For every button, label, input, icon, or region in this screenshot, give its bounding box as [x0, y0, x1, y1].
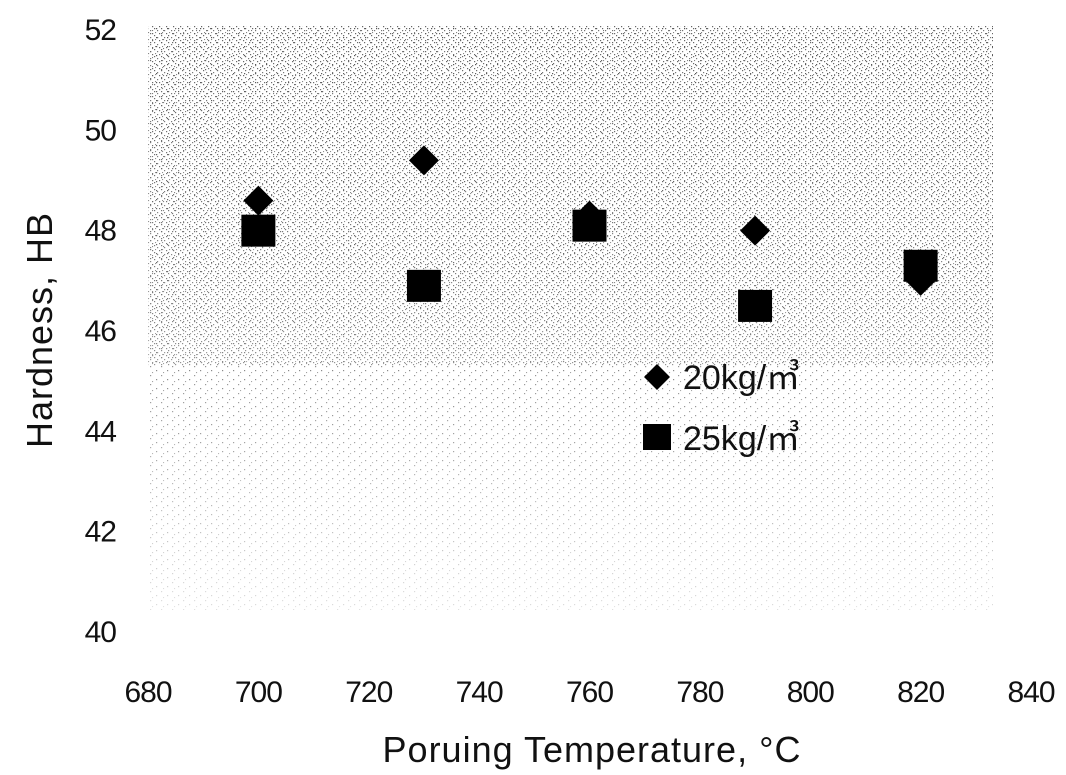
x-tick-label: 740 — [456, 676, 503, 709]
square-point — [903, 249, 938, 282]
y-tick-label: 46 — [85, 315, 117, 348]
x-tick-label: 720 — [345, 676, 392, 709]
y-axis-title: Hardness, HB — [19, 212, 60, 448]
x-axis-tick-labels: 680 700 720 740 760 780 800 820 840 — [124, 676, 1055, 709]
y-tick-label: 42 — [85, 516, 117, 549]
legend-label-20: 20kg/㎥ — [683, 359, 800, 397]
y-tick-label: 50 — [85, 114, 117, 147]
diamond-point — [740, 215, 771, 246]
y-tick-label: 52 — [85, 14, 117, 47]
legend: 20kg/㎥ 25kg/㎥ — [643, 359, 800, 458]
legend-square-marker — [643, 424, 671, 450]
x-tick-label: 800 — [787, 676, 834, 709]
x-tick-label: 680 — [124, 676, 171, 709]
diamond-point — [408, 145, 439, 176]
diamond-point — [243, 185, 274, 216]
square-point — [572, 209, 607, 242]
x-tick-label: 700 — [235, 676, 282, 709]
plot-background — [148, 26, 993, 610]
x-tick-label: 780 — [676, 676, 723, 709]
data-series — [241, 145, 938, 322]
square-point — [406, 269, 441, 302]
square-point — [738, 289, 773, 322]
y-tick-label: 40 — [85, 616, 117, 649]
x-tick-label: 840 — [1007, 676, 1054, 709]
series-square — [241, 209, 938, 322]
y-tick-label: 44 — [85, 415, 117, 448]
y-tick-label: 48 — [85, 215, 117, 248]
x-tick-label: 820 — [897, 676, 944, 709]
x-tick-label: 760 — [566, 676, 613, 709]
x-axis-title: Poruing Temperature, °C — [383, 729, 802, 770]
legend-label-25: 25kg/㎥ — [683, 420, 800, 458]
square-point — [241, 214, 276, 247]
legend-diamond-marker — [644, 364, 670, 390]
y-axis-tick-labels: 40 42 44 46 48 50 52 — [85, 14, 118, 649]
